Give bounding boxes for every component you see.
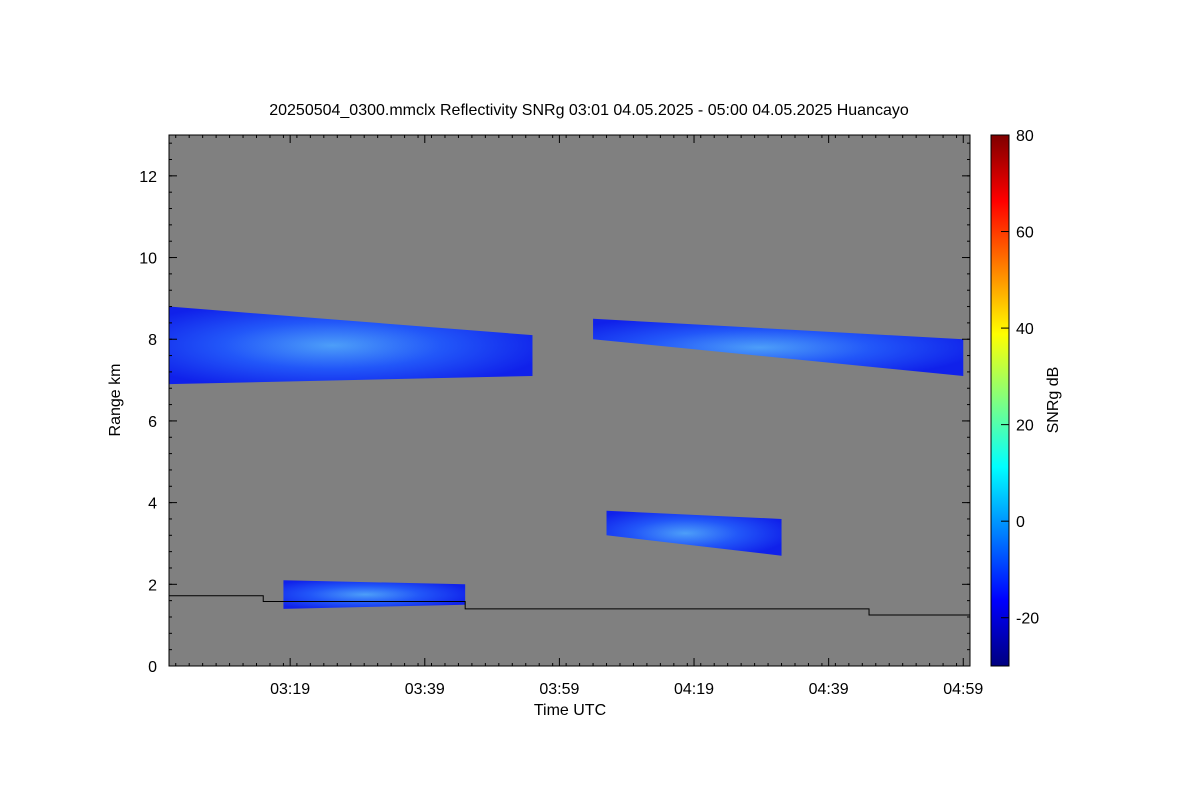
echo-region (283, 580, 466, 609)
x-tick-label: 04:19 (674, 681, 714, 698)
y-axis: 0 2 4 6 8 10 12 (139, 142, 970, 676)
plot-frame (168, 134, 971, 667)
plot-background (169, 135, 970, 666)
echo-region (169, 306, 533, 385)
echo-layer (169, 306, 970, 616)
y-tick-label: 10 (139, 251, 157, 268)
colorbar-tick-label: 0 (1016, 514, 1025, 531)
chart-title: 20250504_0300.mmclx Reflectivity SNRg 03… (269, 102, 909, 119)
colorbar-tick-label: 20 (1016, 418, 1034, 435)
colorbar-tick-label: 60 (1016, 225, 1034, 242)
echo-region (606, 510, 782, 556)
colorbar-tick-label: -20 (1016, 611, 1039, 628)
x-axis: 03:19 03:39 03:59 04:19 04:39 04:59 (175, 135, 983, 698)
y-tick-label: 0 (148, 659, 157, 676)
colorbar (990, 134, 1010, 667)
x-tick-label: 04:59 (943, 681, 983, 698)
y-axis-label: Range km (107, 364, 124, 437)
y-tick-label: 4 (148, 496, 157, 513)
colorbar-label: SNRg dB (1045, 367, 1062, 434)
y-tick-label: 6 (148, 414, 157, 431)
x-axis-label: Time UTC (534, 702, 606, 719)
x-tick-label: 03:59 (539, 681, 579, 698)
colorbar-tick-label: 80 (1016, 128, 1034, 145)
y-tick-label: 12 (139, 169, 157, 186)
boundary-line (169, 595, 970, 616)
y-tick-label: 8 (148, 332, 157, 349)
x-tick-label: 03:19 (270, 681, 310, 698)
echo-region (593, 318, 964, 376)
colorbar-tick-label: 40 (1016, 321, 1034, 338)
x-tick-label: 04:39 (809, 681, 849, 698)
x-tick-label: 03:39 (405, 681, 445, 698)
y-tick-label: 2 (148, 577, 157, 594)
colorbar-axis: 80 60 40 20 0 -20 (1001, 128, 1039, 628)
